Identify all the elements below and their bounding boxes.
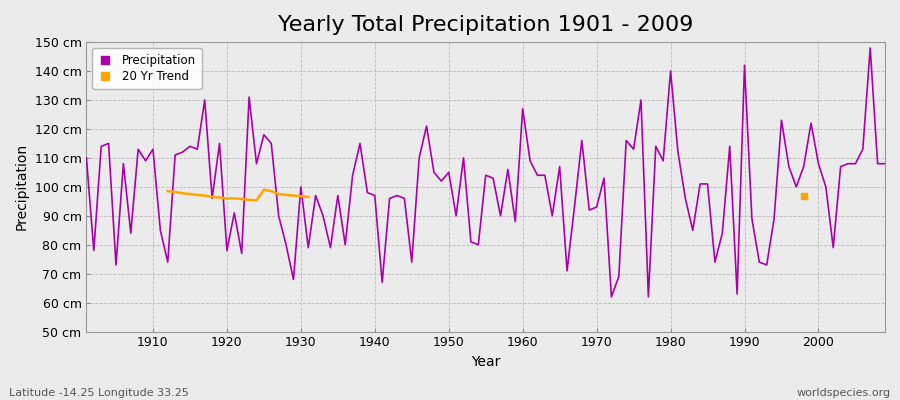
20 Yr Trend bbox=[207, 194, 218, 199]
20 Yr Trend bbox=[177, 191, 188, 196]
20 Yr Trend bbox=[244, 198, 255, 202]
Y-axis label: Precipitation: Precipitation bbox=[15, 143, 29, 230]
20 Yr Trend bbox=[229, 196, 239, 201]
20 Yr Trend bbox=[199, 193, 210, 198]
20 Yr Trend bbox=[288, 193, 299, 198]
20 Yr Trend bbox=[302, 194, 313, 199]
20 Yr Trend bbox=[184, 192, 195, 196]
20 Yr Trend bbox=[251, 198, 262, 203]
Text: worldspecies.org: worldspecies.org bbox=[796, 388, 891, 398]
Legend: Precipitation, 20 Yr Trend: Precipitation, 20 Yr Trend bbox=[93, 48, 202, 89]
20 Yr Trend bbox=[214, 195, 225, 200]
Precipitation bbox=[510, 219, 521, 224]
Precipitation bbox=[140, 158, 151, 163]
20 Yr Trend bbox=[281, 192, 292, 197]
20 Yr Trend bbox=[237, 197, 248, 202]
20 Yr Trend bbox=[258, 187, 269, 192]
Precipitation bbox=[518, 106, 528, 111]
X-axis label: Year: Year bbox=[471, 355, 500, 369]
20 Yr Trend bbox=[170, 190, 181, 194]
Precipitation bbox=[302, 245, 313, 250]
20 Yr Trend bbox=[295, 194, 306, 198]
20 Yr Trend bbox=[162, 189, 173, 194]
Precipitation bbox=[879, 161, 890, 166]
20 Yr Trend bbox=[192, 192, 202, 197]
Precipitation bbox=[81, 156, 92, 160]
Precipitation bbox=[347, 173, 358, 178]
20 Yr Trend bbox=[266, 189, 276, 194]
Precipitation bbox=[865, 46, 876, 50]
Text: Latitude -14.25 Longitude 33.25: Latitude -14.25 Longitude 33.25 bbox=[9, 388, 189, 398]
Title: Yearly Total Precipitation 1901 - 2009: Yearly Total Precipitation 1901 - 2009 bbox=[278, 15, 693, 35]
Precipitation bbox=[606, 294, 616, 299]
20 Yr Trend bbox=[221, 196, 232, 201]
Line: Precipitation: Precipitation bbox=[86, 48, 885, 297]
20 Yr Trend bbox=[274, 192, 284, 196]
Line: 20 Yr Trend: 20 Yr Trend bbox=[167, 190, 308, 200]
Precipitation bbox=[614, 274, 625, 279]
